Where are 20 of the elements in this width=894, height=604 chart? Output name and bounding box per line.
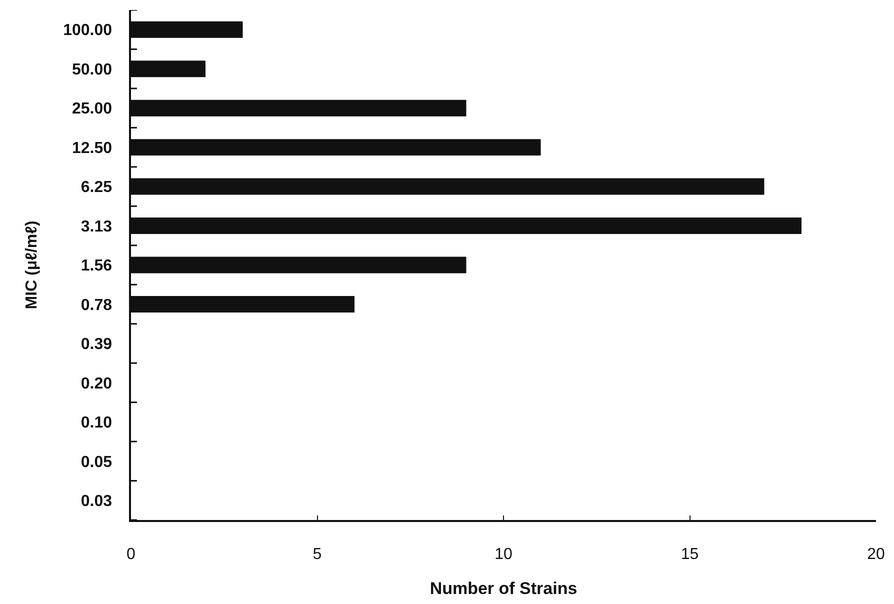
y-tick-label: 0.05 [80, 454, 112, 471]
x-tick-label: 10 [494, 546, 512, 563]
y-tick-label: 1.56 [80, 258, 112, 275]
y-tick-label: 3.13 [80, 218, 112, 236]
y-axis-title: MIC (μℓ/mℓ) [24, 220, 41, 310]
y-tick-label: 25.00 [72, 100, 112, 118]
x-axis-title: Number of Strains [430, 578, 578, 598]
y-tick-label: 0.39 [80, 336, 112, 354]
y-tick-label: 0.78 [80, 296, 112, 314]
x-tick-label: 5 [312, 546, 322, 563]
x-tick-label: 20 [867, 546, 885, 563]
y-tick-label: 6.25 [80, 179, 112, 196]
y-tick-label: 0.10 [80, 414, 112, 432]
y-tick-label: 0.03 [80, 492, 112, 510]
y-tick-label: 0.20 [80, 375, 112, 392]
y-tick-label: 100.00 [63, 22, 112, 40]
x-tick-label: 15 [680, 546, 699, 563]
x-tick-label: 0 [126, 546, 136, 563]
y-tick-label: 12.50 [72, 140, 112, 157]
y-tick-label: 50.00 [72, 61, 112, 78]
